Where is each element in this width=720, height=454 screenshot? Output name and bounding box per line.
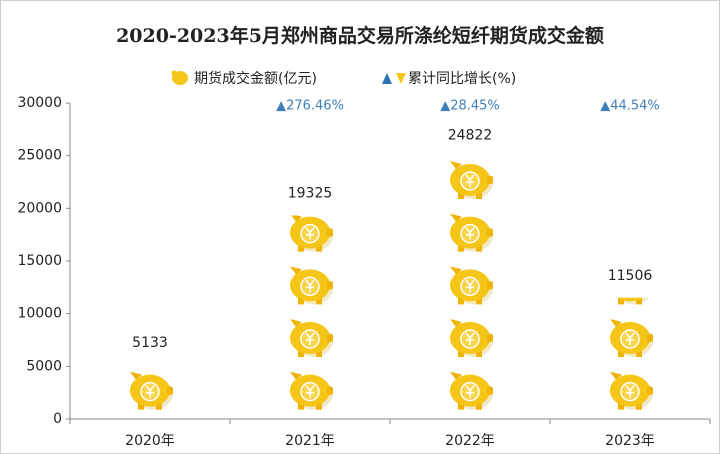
value-label: 19325	[288, 185, 333, 201]
x-tick-label: 2022年	[445, 433, 495, 449]
growth-label: ▲276.46%	[276, 99, 344, 114]
x-tick-label: 2023年	[605, 433, 655, 449]
icon-yen	[305, 279, 315, 293]
y-tick-label: 30000	[17, 95, 62, 111]
icon-snout	[647, 386, 653, 395]
pictograph-bar	[130, 371, 173, 410]
icon-yen	[465, 174, 475, 187]
icon-ear	[450, 213, 462, 222]
icon-yen	[305, 227, 315, 240]
growth-label: ▲28.45%	[440, 99, 500, 114]
icon-yen	[305, 332, 315, 345]
icon-yen	[305, 385, 315, 398]
icon-snout	[327, 386, 333, 395]
y-tick-label: 5000	[26, 358, 62, 374]
icon-snout	[487, 176, 493, 184]
y-tick-label: 0	[53, 411, 62, 427]
y-tick-label: 10000	[17, 306, 62, 322]
icon-snout	[327, 281, 333, 290]
y-tick-label: 25000	[17, 148, 62, 164]
legend-label: 期货成交金额(亿元)	[194, 70, 317, 87]
icon-snout	[167, 386, 173, 395]
icon-yen	[465, 332, 475, 345]
icon-yen	[465, 227, 475, 240]
legend-icon	[382, 73, 392, 84]
icon-ear	[291, 215, 302, 222]
icon-ear	[450, 266, 462, 275]
chart-title: 2020-2023年5月郑州商品交易所涤纶短纤期货成交金额	[116, 24, 604, 47]
x-tick-label: 2021年	[285, 433, 335, 449]
icon-snout	[327, 228, 333, 237]
icon-ear	[130, 371, 142, 380]
pictograph-bar	[290, 215, 333, 410]
icon-snout	[487, 228, 493, 237]
icon-ear	[610, 371, 622, 380]
icon-ear	[450, 319, 462, 327]
pictograph-bar	[450, 161, 493, 410]
icon-snout	[487, 386, 493, 395]
legend-label: 累计同比增长(%)	[408, 71, 516, 87]
value-label: 11506	[608, 268, 653, 284]
value-label: 24822	[448, 128, 493, 144]
icon-ear	[450, 371, 462, 380]
icon-body	[617, 297, 643, 302]
icon-snout	[487, 334, 493, 342]
icon-yen	[465, 279, 475, 293]
legend: 期货成交金额(亿元) 累计同比增长(%)	[171, 70, 516, 87]
icon-ear	[610, 319, 622, 327]
growth-label: ▲44.54%	[600, 99, 660, 114]
icon-yen	[465, 385, 475, 398]
icon-ear	[290, 371, 302, 380]
icon-snout	[647, 334, 653, 342]
icon-yen	[625, 332, 635, 345]
icon-ear	[290, 266, 302, 275]
legend-icon	[396, 73, 406, 84]
icon-ear	[450, 161, 462, 169]
pictograph-bar	[610, 297, 653, 410]
y-tick-label: 15000	[17, 253, 62, 269]
icon-snout	[487, 281, 493, 290]
x-tick-label: 2020年	[125, 433, 175, 449]
icon-yen	[145, 385, 155, 398]
icon-yen	[625, 385, 635, 398]
icon-ear	[290, 319, 302, 327]
legend-icon	[171, 70, 188, 85]
y-tick-label: 20000	[17, 200, 62, 216]
icon-snout	[327, 334, 333, 342]
value-label: 5133	[132, 335, 168, 351]
